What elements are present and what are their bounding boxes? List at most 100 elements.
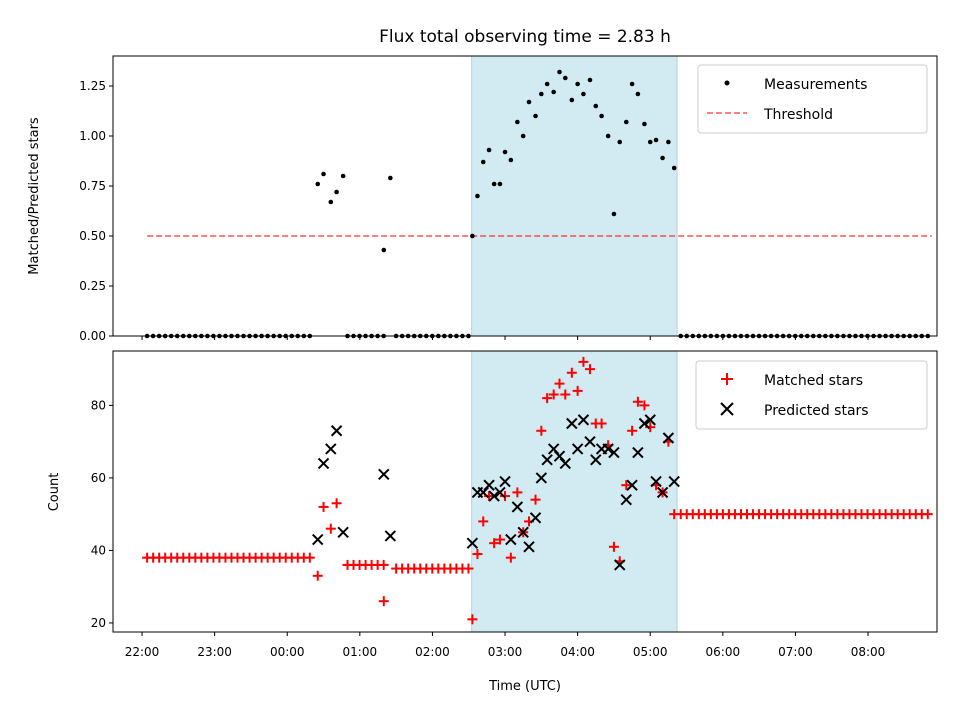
matched-star-marker [566,367,577,378]
measurement-point [642,121,647,127]
x-tick-label: 05:00 [633,645,668,659]
measurement-point [587,77,593,83]
measurement-point [605,133,611,139]
predicted-star-marker [650,475,662,488]
measurement-point [647,139,653,145]
predicted-star-b [571,443,584,455]
matched-star-marker [467,614,478,625]
bottom-y-ticks: 20 40 60 80 [91,398,113,630]
predicted-star-b [620,493,632,506]
count-points [142,356,933,625]
predicted-star-b [559,457,571,470]
matched-star-marker [542,393,553,404]
predicted-star-b [608,446,620,459]
measurement-point [569,97,575,103]
predicted-star-b [378,468,390,480]
predicted-star-b [638,417,651,430]
predicted-star-marker [614,559,626,571]
matched-star-marker [489,538,500,549]
predicted-star-marker [384,530,397,542]
measurement-point [334,189,339,195]
predicted-star-marker [662,432,675,444]
bottom-legend: Matched stars Predicted stars [695,360,928,430]
predicted-star-marker [559,457,571,470]
matched-star-marker [472,549,483,560]
bottom-y-tick-label: 20 [91,616,106,630]
predicted-star-marker [547,443,560,455]
measurement-point [660,155,665,161]
predicted-star-marker [590,454,602,466]
measurement-point [653,137,659,143]
predicted-star-marker [488,490,500,502]
matched-star-marker [304,552,315,563]
x-tick-label: 04:00 [560,645,595,659]
matched-star-marker [505,552,516,563]
measurement-point [551,89,556,95]
predicted-star-marker [602,443,614,455]
predicted-star-b [529,512,542,524]
matched-star-marker [331,498,342,509]
predicted-star-marker [317,457,330,470]
predicted-star-marker [644,414,656,426]
top-y-tick-label: 0.25 [79,279,106,293]
predicted-star-b [317,457,330,470]
matched-star-marker [463,563,474,574]
bottom-x-ticks: 22:00 23:00 00:00 01:00 02:00 03:00 04:00 05:00… [125,632,885,659]
legend-predicted-marker [720,402,734,416]
measurement-point [544,81,550,87]
measurement-point [533,113,538,119]
bottom-legend-box [695,360,928,430]
top-legend: Measurements Threshold [697,64,928,134]
top-y-tick-label: 1.00 [79,129,106,143]
top-legend-box [697,64,928,134]
matched-star-marker [500,491,511,502]
predicted-star-marker [620,493,632,506]
top-observing-window [471,55,678,337]
predicted-star-marker [577,414,590,426]
predicted-star-b [505,533,517,546]
predicted-star-marker [312,533,324,546]
predicted-star-marker [529,512,542,524]
legend-matched-marker [721,373,733,385]
matched-star-marker [548,389,559,400]
bottom-y-label: Count [47,473,62,512]
bottom-axes-frame [112,350,938,633]
predicted-star-b [466,537,479,549]
predicted-star-b [477,486,489,499]
measurement-point [381,247,387,253]
predicted-star-marker [325,443,337,455]
legend-matched: Matched stars [764,373,863,389]
predicted-star-b [626,479,638,491]
x-tick-label: 01:00 [343,645,378,659]
predicted-star-marker [337,526,349,538]
top-y-tick-label: 0.50 [79,229,106,243]
predicted-star-b [668,475,680,488]
predicted-star-b [541,454,553,466]
top-y-label: Matched/Predicted stars [27,117,42,275]
matched-star-marker [318,501,329,512]
measurement-point [666,139,671,145]
predicted-star-marker [523,541,535,553]
matched-star-marker [639,400,650,411]
measurement-point [508,157,514,163]
predicted-star-b [494,486,506,499]
measurement-point [520,133,526,139]
predicted-star-marker [517,526,529,538]
matched-star-marker [578,356,589,367]
predicted-star-b [650,475,662,488]
predicted-star-b [566,417,578,430]
predicted-star-b [384,530,397,542]
matched-star-marker [554,378,565,389]
predicted-star-marker [505,533,517,546]
measurement-point [321,171,326,177]
x-tick-label: 06:00 [706,645,741,659]
matched-star-marker [312,570,323,581]
predicted-star-b [499,475,511,488]
predicted-star-b [590,454,602,466]
predicted-star-marker [626,479,638,491]
measurement-point [470,233,475,239]
x-tick-label: 03:00 [488,645,523,659]
x-tick-label: 23:00 [197,645,232,659]
measurement-point [502,149,508,155]
predicted-star-b [602,443,614,455]
